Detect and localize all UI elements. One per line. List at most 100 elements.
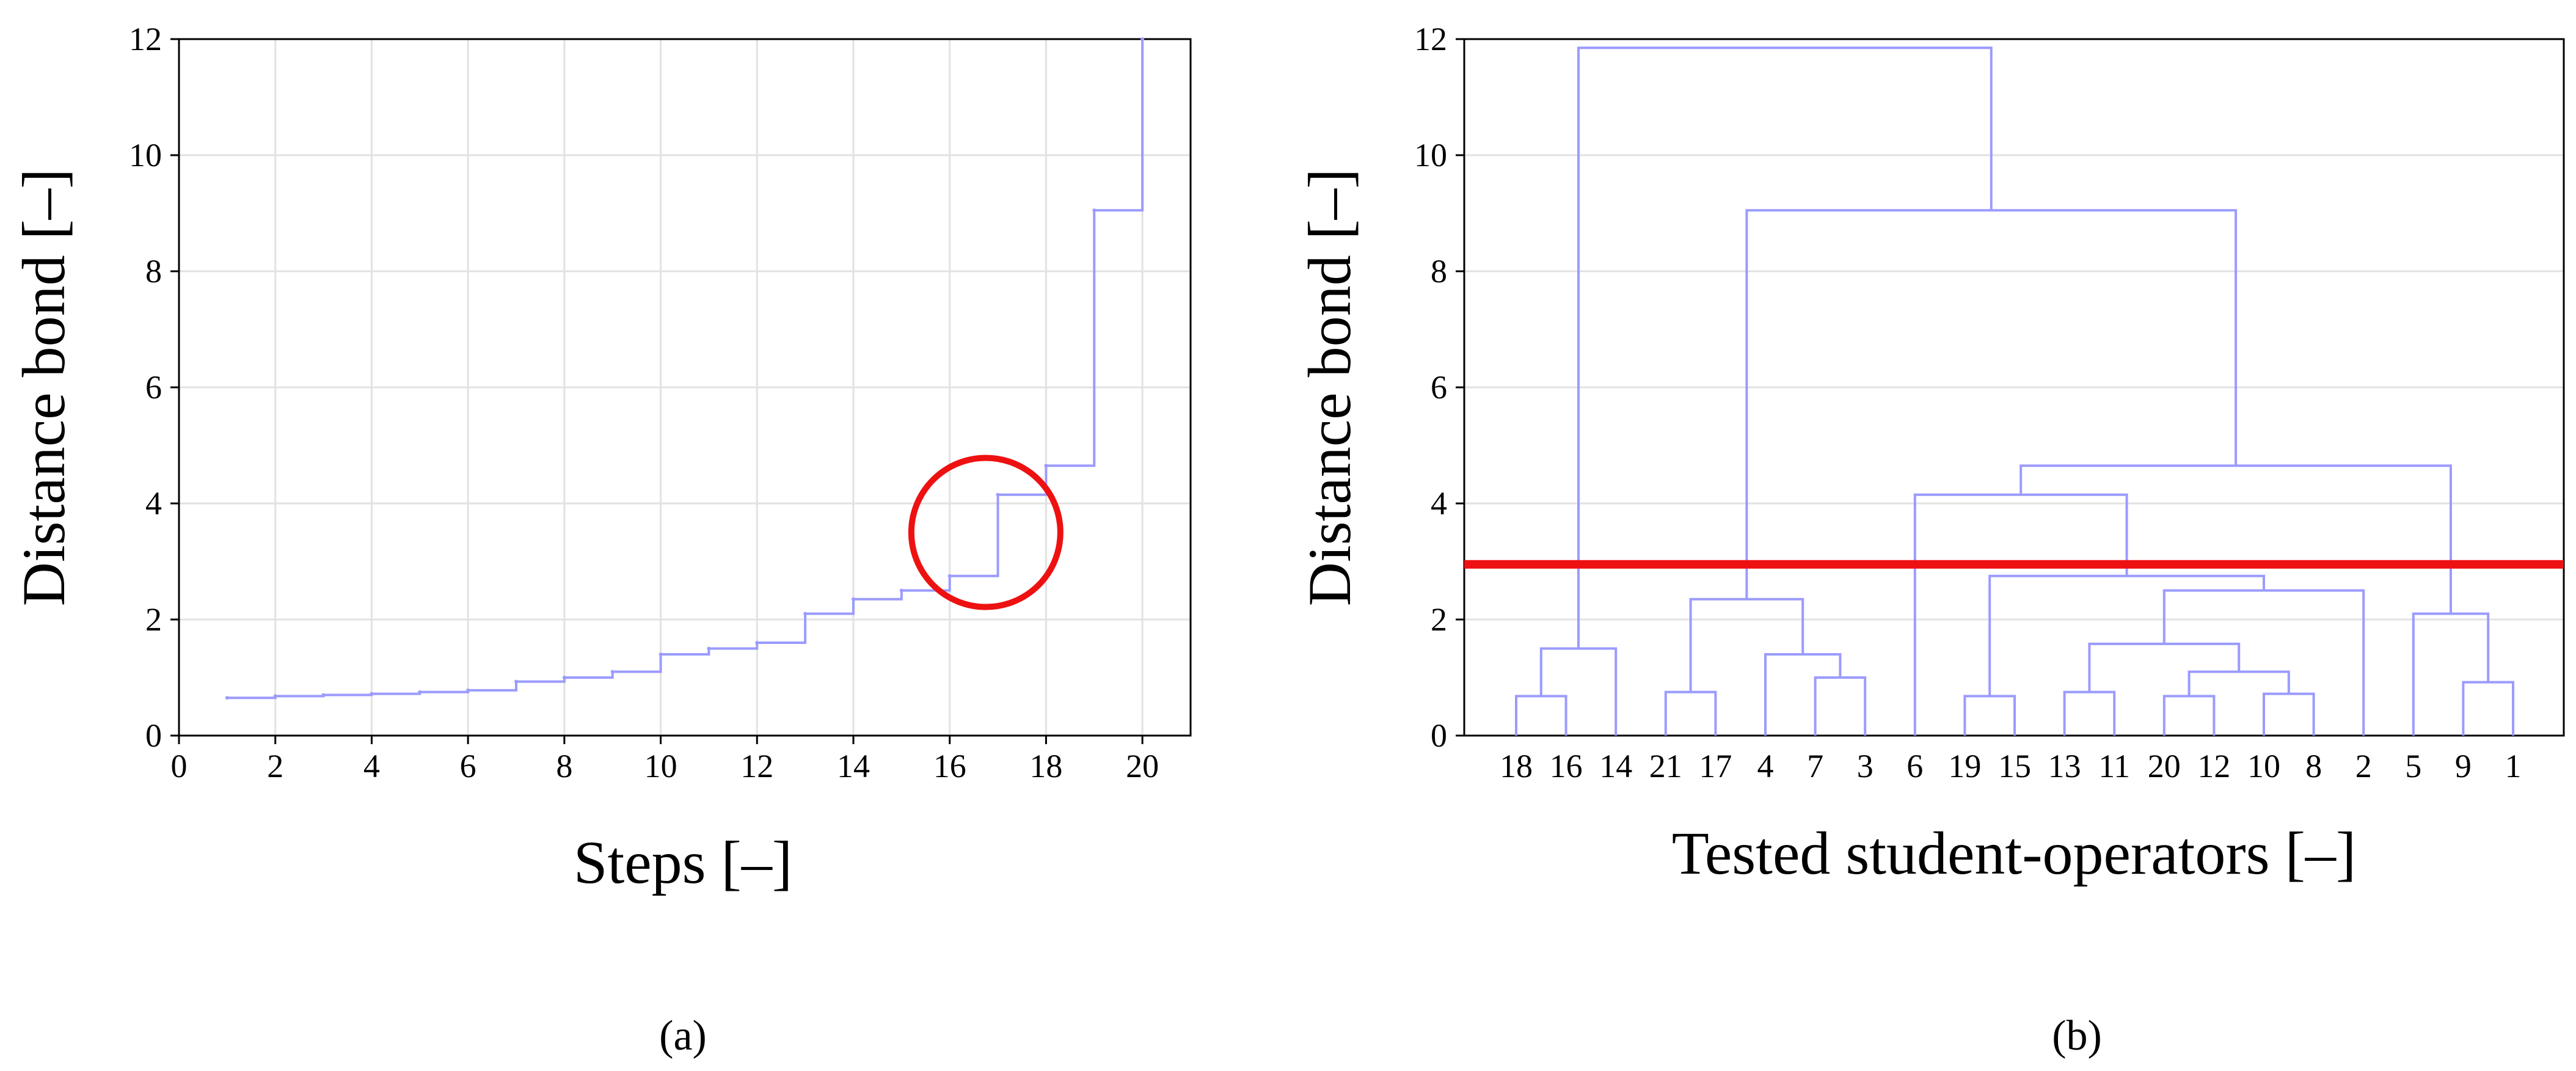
panel-a-y-axis-label: Distance bond [–] xyxy=(10,169,78,606)
dendrogram-link xyxy=(2088,642,2241,692)
panel-b-label: (b) xyxy=(2052,1012,2102,1059)
dendrogram-link xyxy=(1988,574,2265,696)
leaf-label: 18 xyxy=(1500,748,1533,784)
dendrogram-link xyxy=(1963,695,2016,736)
panel-b-y-tick-labels: 0 2 4 6 8 10 12 xyxy=(1414,21,1447,754)
panel-b-leaf-labels: 18 16 14 21 17 4 7 3 6 19 15 13 11 20 12 10 8 2 5 9 1 xyxy=(1500,748,2522,784)
panel-a-label: (a) xyxy=(659,1012,707,1059)
x-tick-label: 6 xyxy=(460,748,476,784)
y-tick-label: 4 xyxy=(145,485,162,522)
y-tick-label: 0 xyxy=(1431,717,1447,754)
panel-a-gridlines xyxy=(170,38,1191,744)
panel-b-gridlines xyxy=(1456,38,2564,737)
y-tick-label: 4 xyxy=(1431,485,1447,522)
step-point xyxy=(321,693,326,697)
y-tick-label: 10 xyxy=(1414,137,1447,174)
step-line xyxy=(227,39,1144,700)
step-point xyxy=(803,612,808,616)
y-tick-label: 8 xyxy=(145,253,162,290)
x-tick-label: 0 xyxy=(171,748,188,784)
leaf-label: 16 xyxy=(1550,748,1583,784)
y-tick-label: 10 xyxy=(129,137,162,174)
panel-b-chart: 18 16 14 21 17 4 7 3 6 19 15 13 11 20 12 10 8 2 5 9 1 024681… xyxy=(1296,21,2565,1059)
leaf-label: 13 xyxy=(2048,748,2081,784)
leaf-label: 15 xyxy=(1998,748,2031,784)
step-point xyxy=(370,692,374,696)
x-tick-label: 14 xyxy=(837,748,870,784)
x-tick-label: 2 xyxy=(267,748,283,784)
step-point xyxy=(1140,37,1145,41)
y-tick-label: 0 xyxy=(145,717,162,754)
x-tick-label: 10 xyxy=(644,748,677,784)
leaf-label: 4 xyxy=(1757,748,1774,784)
dendrogram-link xyxy=(1515,695,1567,736)
leaf-label: 14 xyxy=(1599,748,1632,784)
leaf-label: 12 xyxy=(2197,748,2230,784)
highlight-circle xyxy=(908,455,1064,610)
dendrogram-link xyxy=(1689,598,1804,692)
dendrogram-link xyxy=(1913,493,2128,736)
leaf-label: 9 xyxy=(2455,748,2472,784)
panel-a-chart: 0 2 4 6 8 10 12 14 16 18 20 0 2 4 6 8 10 12 Steps [–] Di… xyxy=(10,21,1192,1059)
step-point xyxy=(1092,208,1096,213)
y-tick-label: 6 xyxy=(145,369,162,406)
leaf-label: 7 xyxy=(1807,748,1823,784)
leaf-label: 21 xyxy=(1649,748,1682,784)
step-point xyxy=(466,688,470,692)
y-tick-label: 12 xyxy=(1414,21,1447,57)
step-point xyxy=(947,574,952,578)
panel-b-dendrogram xyxy=(1515,46,2514,736)
x-tick-label: 4 xyxy=(363,748,380,784)
y-tick-label: 6 xyxy=(1431,369,1447,406)
x-tick-label: 18 xyxy=(1029,748,1062,784)
step-point xyxy=(610,670,615,674)
x-tick-label: 12 xyxy=(740,748,773,784)
leaf-label: 6 xyxy=(1906,748,1923,784)
dendrogram-link xyxy=(2462,681,2514,736)
step-point xyxy=(852,597,855,601)
step-point xyxy=(659,652,663,656)
x-tick-label: 20 xyxy=(1126,748,1159,784)
leaf-label: 8 xyxy=(2305,748,2322,784)
x-tick-label: 8 xyxy=(556,748,572,784)
step-point xyxy=(562,676,566,679)
leaf-label: 17 xyxy=(1699,748,1732,784)
step-point xyxy=(273,694,277,698)
dendrogram-link xyxy=(1814,676,1867,736)
dendrogram-link xyxy=(1539,647,1618,736)
y-tick-label: 2 xyxy=(145,601,162,638)
dendrogram-link xyxy=(2263,692,2315,736)
y-tick-label: 2 xyxy=(1431,601,1447,638)
panel-a-plot-frame xyxy=(178,38,1192,737)
step-point xyxy=(707,646,711,651)
leaf-label: 19 xyxy=(1948,748,1981,784)
leaf-label: 10 xyxy=(2247,748,2280,784)
dendrogram-link xyxy=(2412,612,2490,736)
step-point xyxy=(899,588,903,593)
panel-a-series xyxy=(225,37,1145,700)
panel-a-y-tick-labels: 0 2 4 6 8 10 12 xyxy=(129,21,162,754)
x-tick-label: 16 xyxy=(933,748,966,784)
y-tick-label: 8 xyxy=(1431,253,1447,290)
panel-b-y-axis-label: Distance bond [–] xyxy=(1296,169,1363,606)
step-point xyxy=(755,641,759,645)
dendrogram-link xyxy=(1764,653,1842,736)
leaf-label: 20 xyxy=(2148,748,2181,784)
panel-b-x-axis-label: Tested student-operators [–] xyxy=(1672,819,2356,887)
step-point xyxy=(225,696,229,700)
step-point xyxy=(1044,464,1048,468)
dendrogram-link xyxy=(2063,690,2116,736)
leaf-label: 1 xyxy=(2505,748,2522,784)
leaf-label: 2 xyxy=(2355,748,2372,784)
panel-a-x-axis-label: Steps [–] xyxy=(574,828,792,896)
dendrogram-link xyxy=(1745,209,2238,599)
y-tick-label: 12 xyxy=(129,21,162,57)
leaf-label: 11 xyxy=(2098,748,2130,784)
leaf-label: 3 xyxy=(1857,748,1874,784)
dendrogram-link xyxy=(1664,690,1717,736)
leaf-label: 5 xyxy=(2405,748,2421,784)
dendrogram-link xyxy=(1577,46,1993,649)
step-point xyxy=(514,679,518,684)
step-point xyxy=(996,492,1000,497)
